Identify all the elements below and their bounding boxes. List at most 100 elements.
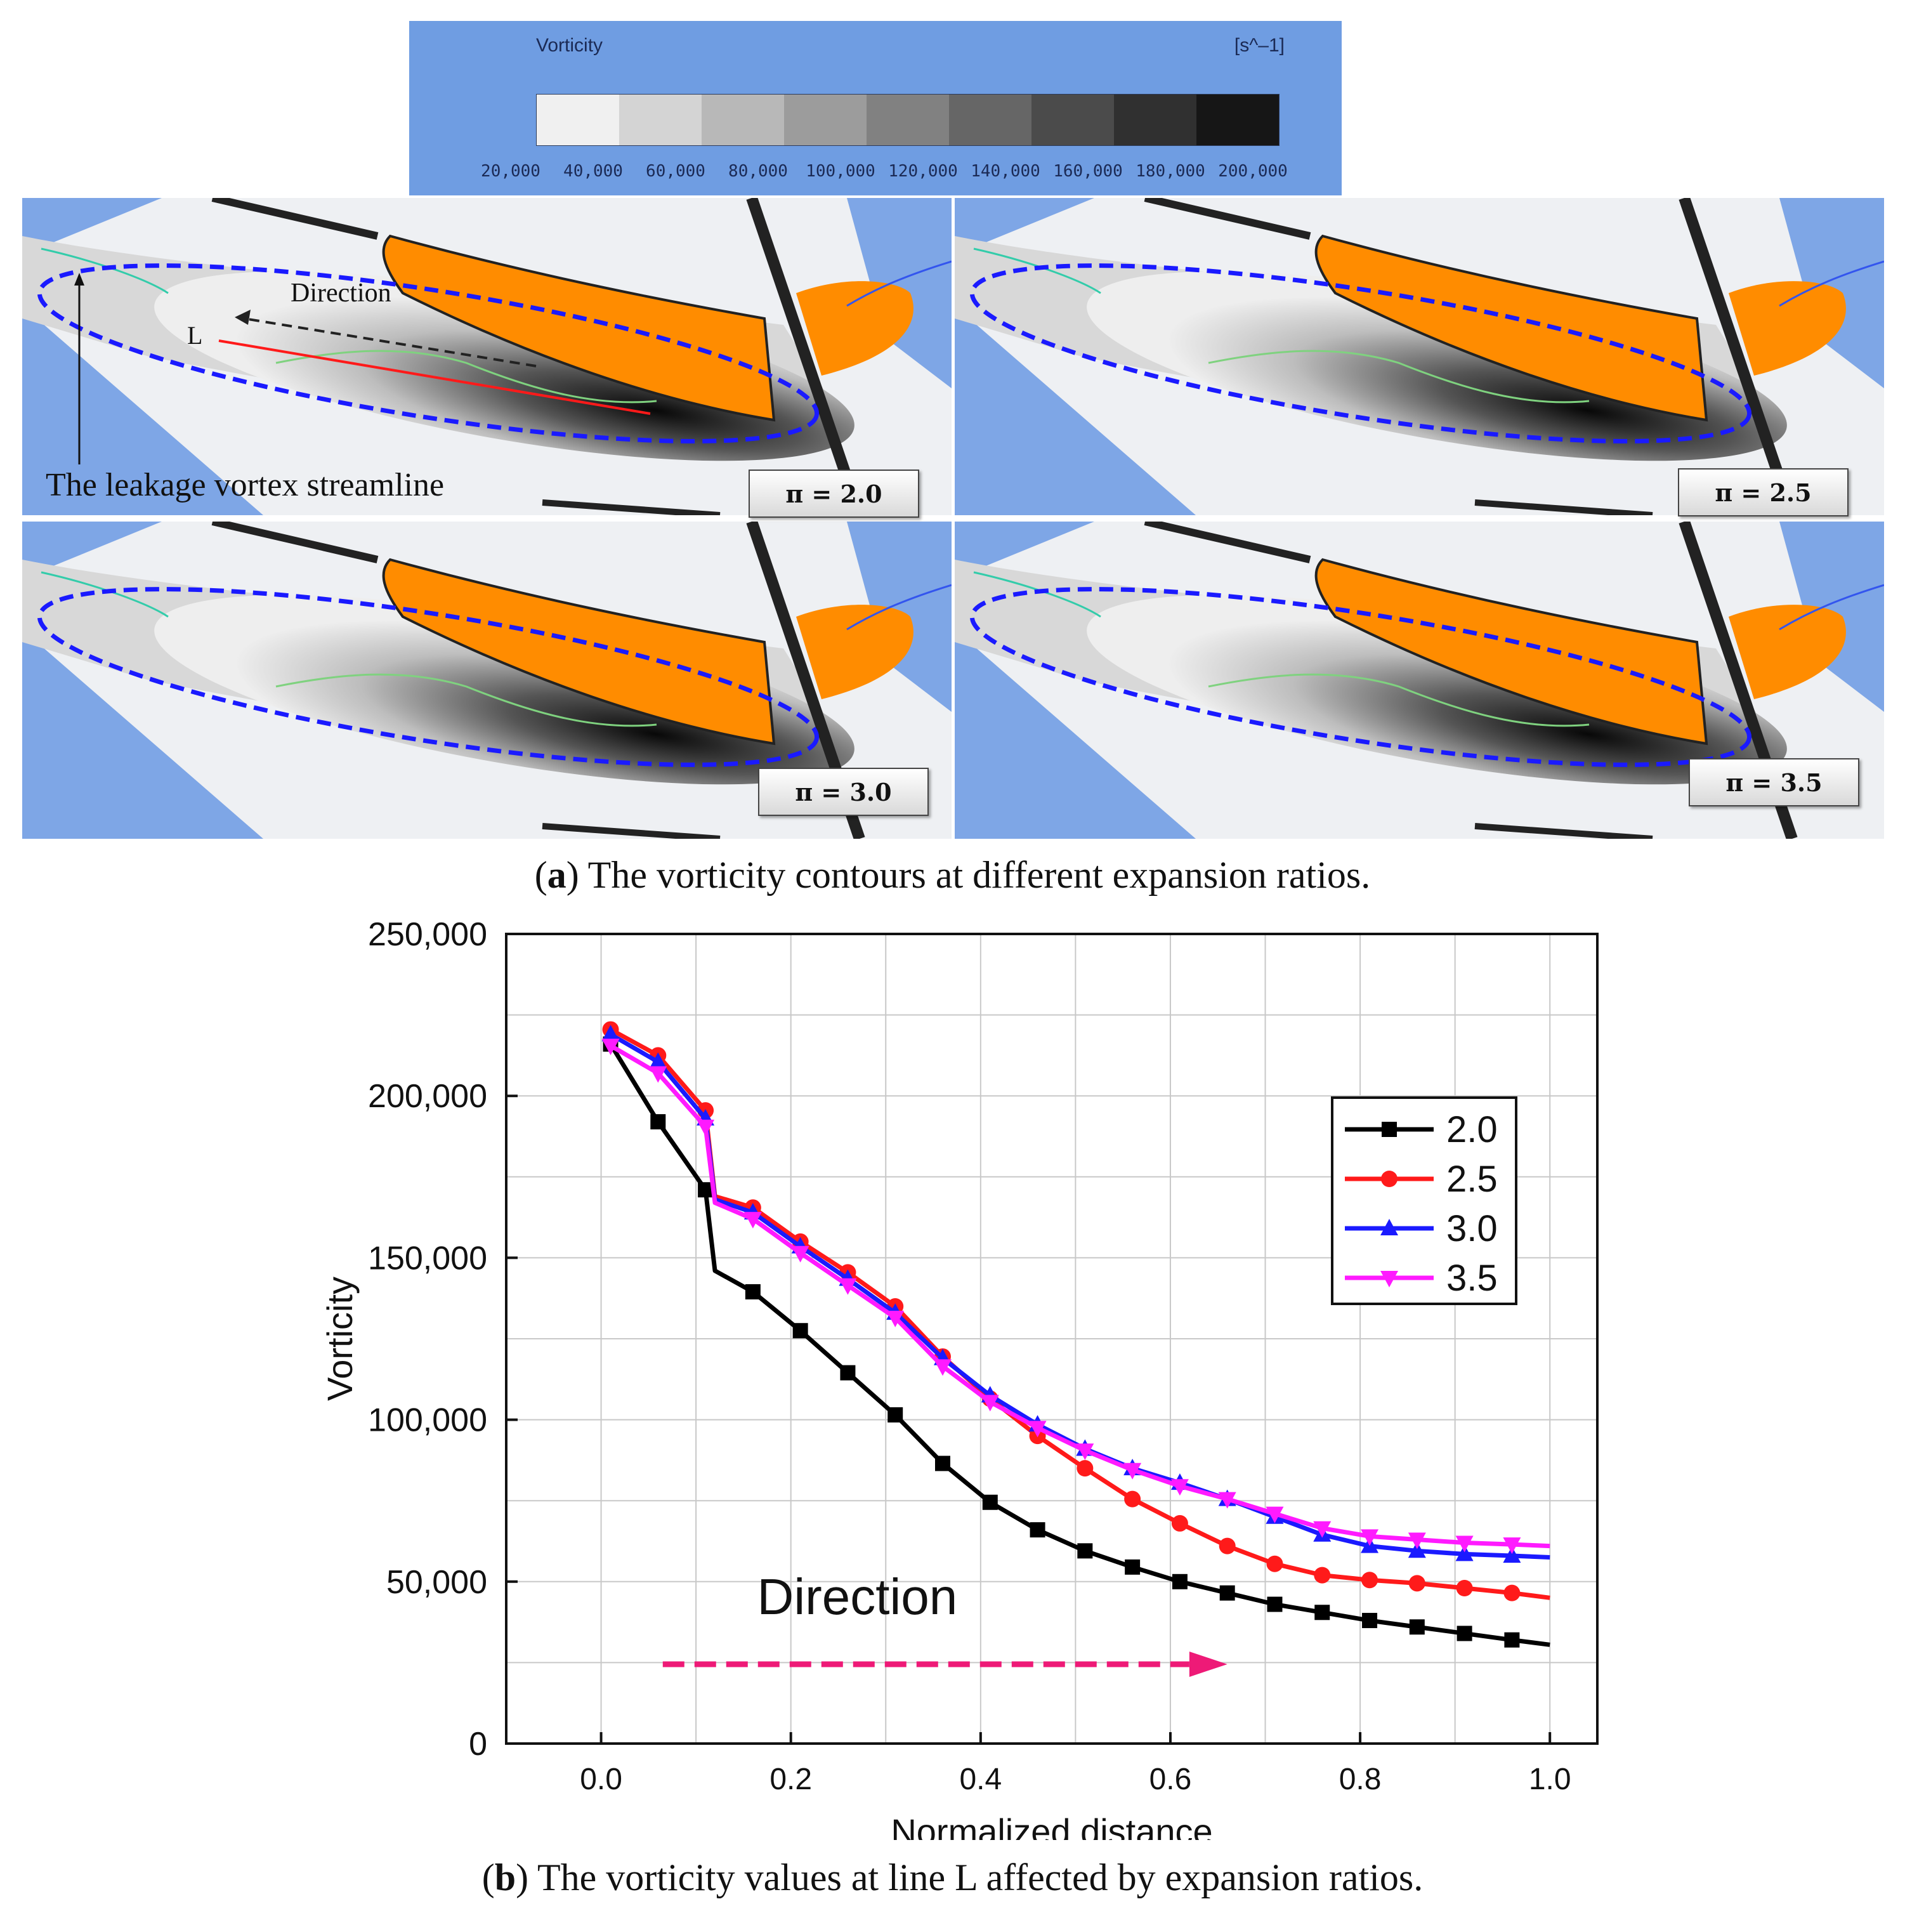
strut bbox=[746, 198, 865, 515]
data-point bbox=[1408, 1541, 1426, 1558]
blade bbox=[1314, 234, 1708, 422]
streamline bbox=[1208, 350, 1590, 404]
colorbar-tick-label: 200,000 bbox=[1218, 162, 1288, 181]
x-tick-label: 0.8 bbox=[1339, 1763, 1382, 1796]
x-tick-label: 0.6 bbox=[1149, 1763, 1192, 1796]
contour-panel-pi-2-0 bbox=[22, 198, 952, 515]
streamline-pointer-head bbox=[74, 273, 84, 286]
leakage-vortex-ellipse bbox=[969, 587, 1752, 767]
colorbar-tick-label: 60,000 bbox=[646, 162, 705, 181]
wall-region bbox=[22, 306, 263, 515]
blade-tip bbox=[1729, 605, 1846, 699]
caption-a: (a) The vorticity contours at different … bbox=[534, 854, 1371, 896]
colorbar-shade bbox=[702, 95, 784, 145]
line-L bbox=[218, 339, 651, 415]
data-point bbox=[840, 1365, 856, 1381]
colorbar-tick-label: 120,000 bbox=[888, 162, 958, 181]
streamline bbox=[1208, 673, 1590, 727]
strut bbox=[211, 198, 379, 240]
data-point bbox=[1408, 1575, 1425, 1592]
series-line bbox=[609, 1027, 1550, 1600]
data-point bbox=[1503, 1584, 1521, 1601]
leakage-vortex-ellipse bbox=[37, 263, 820, 444]
data-point bbox=[886, 1310, 905, 1327]
data-point bbox=[1504, 1632, 1520, 1648]
blade-tip bbox=[796, 605, 913, 699]
data-point bbox=[601, 1039, 620, 1056]
caption-a-text: ) The vorticity contours at different ex… bbox=[566, 854, 1371, 896]
data-point bbox=[1313, 1521, 1332, 1538]
contour-drawing bbox=[955, 198, 1884, 515]
legend-label: 2.0 bbox=[1446, 1109, 1498, 1150]
legend-marker bbox=[1380, 1219, 1398, 1235]
streamline bbox=[846, 260, 952, 307]
data-point bbox=[1361, 1529, 1379, 1546]
data-point bbox=[1125, 1559, 1141, 1575]
blade bbox=[382, 558, 776, 746]
legend-marker bbox=[1380, 1271, 1398, 1287]
data-point bbox=[650, 1114, 666, 1130]
data-point bbox=[1028, 1421, 1047, 1438]
data-point bbox=[1267, 1596, 1283, 1612]
data-point bbox=[745, 1284, 761, 1299]
y-tick-label: 0 bbox=[469, 1726, 487, 1763]
data-point bbox=[1076, 1443, 1094, 1461]
data-point bbox=[887, 1407, 903, 1423]
colorbar-title: Vorticity bbox=[536, 35, 603, 56]
y-tick-label: 100,000 bbox=[368, 1402, 487, 1439]
caption-b-text: ) The vorticity values at line L affecte… bbox=[516, 1856, 1424, 1898]
plot-frame bbox=[505, 933, 1599, 1745]
y-tick-label: 200,000 bbox=[368, 1078, 487, 1115]
data-point bbox=[1314, 1605, 1330, 1620]
data-point bbox=[1077, 1543, 1093, 1559]
data-point bbox=[1172, 1574, 1188, 1589]
x-tick-label: 1.0 bbox=[1529, 1763, 1571, 1796]
data-point bbox=[1219, 1537, 1236, 1554]
streamline bbox=[973, 247, 1101, 294]
y-tick-label: 250,000 bbox=[368, 916, 487, 953]
strut bbox=[211, 522, 379, 563]
data-point bbox=[791, 1245, 809, 1263]
data-point bbox=[1077, 1460, 1094, 1477]
data-point bbox=[1171, 1515, 1188, 1532]
streamline bbox=[846, 584, 952, 631]
streamline bbox=[1779, 584, 1884, 631]
leakage-vortex-ellipse bbox=[37, 587, 820, 767]
vortex-core bbox=[1087, 271, 1787, 461]
colorbar-shade bbox=[949, 95, 1031, 145]
data-point bbox=[934, 1359, 952, 1376]
wall-region bbox=[22, 198, 162, 255]
strut bbox=[1474, 823, 1653, 839]
colorbar-tick-label: 80,000 bbox=[728, 162, 788, 181]
streamline bbox=[1779, 260, 1884, 307]
colorbar-tick-label: 160,000 bbox=[1053, 162, 1123, 181]
caption-a-letter: a bbox=[547, 854, 566, 896]
blade bbox=[1314, 558, 1708, 746]
line-L-label: L bbox=[187, 321, 203, 350]
colorbar-shade bbox=[537, 95, 619, 145]
colorbar-tick-label: 20,000 bbox=[481, 162, 540, 181]
y-tick-label: 50,000 bbox=[386, 1564, 487, 1601]
x-tick-label: 0.0 bbox=[580, 1763, 622, 1796]
data-point bbox=[1218, 1492, 1236, 1509]
data-point bbox=[697, 1119, 715, 1136]
legend: 2.0 2.5 3.0 3.5 bbox=[1331, 1096, 1517, 1305]
legend-label: 3.0 bbox=[1446, 1208, 1498, 1249]
series-3.5 bbox=[601, 1039, 1550, 1554]
chart-direction-arrowhead bbox=[1189, 1651, 1227, 1677]
colorbar-shade bbox=[867, 95, 949, 145]
legend-label: 3.5 bbox=[1446, 1258, 1498, 1299]
data-point bbox=[1456, 1580, 1473, 1597]
vortex-core bbox=[154, 271, 854, 461]
leakage-vortex-ellipse bbox=[969, 263, 1752, 444]
streamline bbox=[275, 350, 657, 404]
strut bbox=[542, 823, 721, 839]
caption-b-letter: b bbox=[494, 1856, 516, 1898]
vortex-core bbox=[154, 595, 854, 785]
legend-marker bbox=[1381, 1171, 1398, 1187]
streamline bbox=[41, 571, 169, 618]
direction-arrowhead bbox=[235, 310, 251, 325]
data-point bbox=[1455, 1535, 1474, 1553]
data-point bbox=[1503, 1546, 1521, 1563]
data-point bbox=[935, 1456, 950, 1471]
